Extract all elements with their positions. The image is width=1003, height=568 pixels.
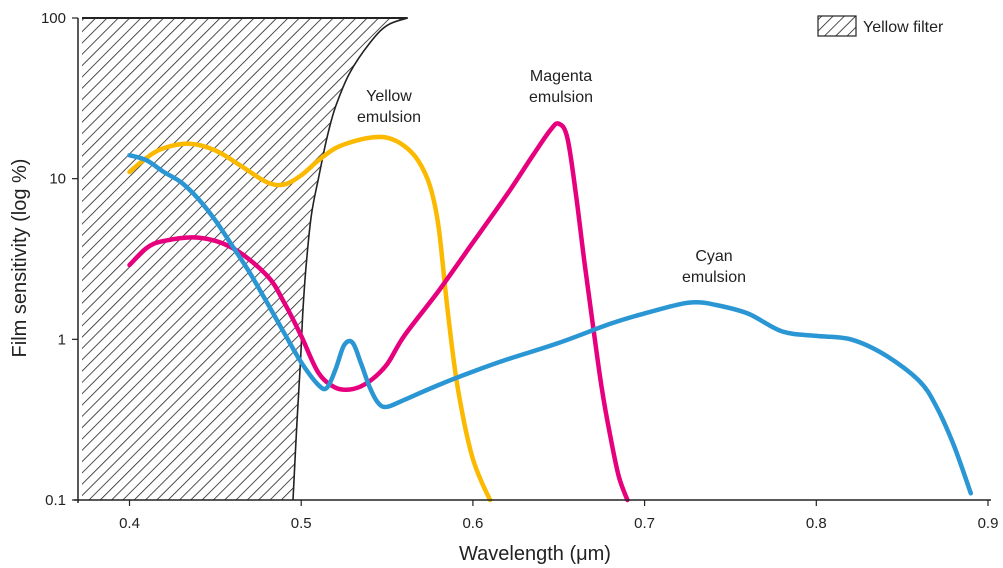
series-line-magenta xyxy=(127,121,630,503)
x-tick-label: 0.5 xyxy=(291,515,312,532)
legend-swatch xyxy=(817,15,857,37)
filter-hatch xyxy=(82,18,408,500)
x-tick-label: 0.8 xyxy=(806,515,827,532)
annotation-label: emulsion xyxy=(529,89,593,106)
y-tick-label: 100 xyxy=(41,10,66,27)
y-tick-label: 10 xyxy=(49,171,66,188)
series-line-cyan xyxy=(127,152,974,496)
annotation-label: Magenta xyxy=(530,68,592,85)
x-tick-label: 0.9 xyxy=(978,515,999,532)
y-axis-title: Film sensitivity (log %) xyxy=(9,159,31,358)
x-tick-label: 0.7 xyxy=(634,515,655,532)
annotation-label: Cyan xyxy=(695,248,732,265)
y-tick-label: 0.1 xyxy=(45,492,66,509)
annotation-label: emulsion xyxy=(357,109,421,126)
series-layer xyxy=(127,121,974,503)
x-tick-label: 0.4 xyxy=(119,515,140,532)
x-axis-title: Wavelength (μm) xyxy=(459,543,611,565)
axes: 0.4 0.5 0.6 0.7 0.8 0.9 0.1 1 10 100 xyxy=(41,10,998,532)
annotation-label: Yellow xyxy=(366,88,412,105)
y-tick-label: 1 xyxy=(58,331,66,348)
annotation-label: emulsion xyxy=(682,269,746,286)
x-tick-label: 0.6 xyxy=(462,515,483,532)
yellow-filter-region xyxy=(82,17,408,501)
legend: Yellow filter xyxy=(817,15,944,37)
annotations: Yellow emulsion Magenta emulsion Cyan emulsio… xyxy=(357,68,746,286)
legend-label: Yellow filter xyxy=(863,19,944,36)
